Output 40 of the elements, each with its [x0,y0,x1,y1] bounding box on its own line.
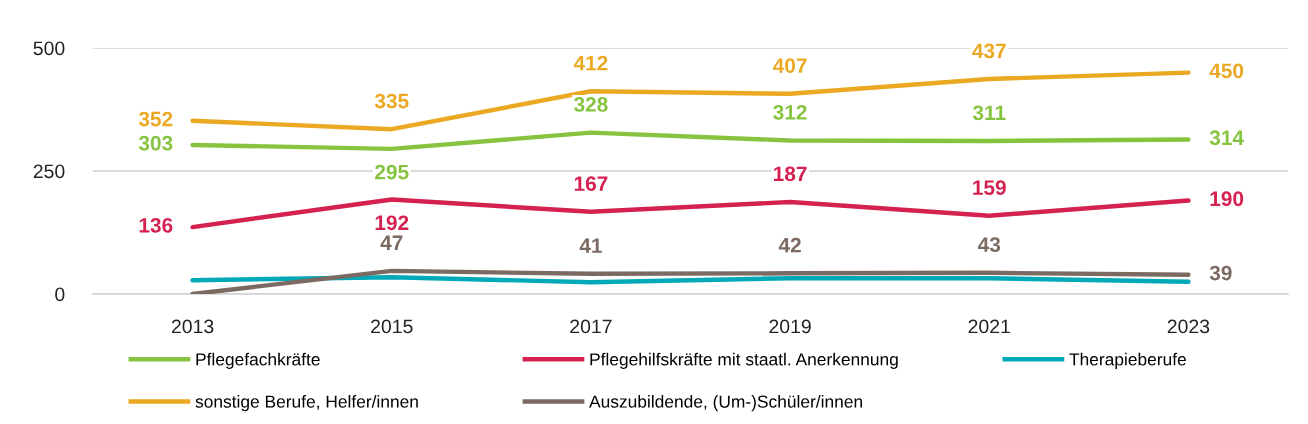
data-label: 187 [774,166,807,182]
legend-label: sonstige Berufe, Helfer/innen [195,394,418,412]
data-label: 335 [374,93,409,109]
data-label: 303 [138,135,173,151]
legend-label: Therapieberufe [1069,352,1186,369]
x-tick-label: 2015 [371,319,413,334]
line-series [190,197,1191,230]
line-series [190,130,1191,152]
data-label: 312 [773,104,807,120]
legend-label: Pflegehilfskräfte mit staatl. Anerkennung [590,352,898,369]
data-label: 42 [778,237,801,253]
y-tick-label: 500 [33,41,65,56]
data-label: 167 [574,176,608,192]
y-tick-label: 0 [55,287,65,302]
x-tick-label: 2023 [1167,319,1210,334]
data-label: 39 [1209,265,1232,281]
data-label: 295 [375,164,409,180]
data-label: 314 [1209,130,1244,146]
data-label: 159 [973,180,1006,195]
data-label: 437 [972,43,1006,59]
data-label: 47 [380,235,403,250]
data-label: 352 [138,111,173,127]
data-label: 328 [574,97,608,112]
legend-label: Auszubildende, (Um-)Schüler/innen [589,394,862,412]
x-tick-label: 2019 [769,319,811,334]
data-label: 41 [579,238,602,253]
data-label: 450 [1209,63,1244,79]
data-label: 190 [1210,191,1244,207]
legend-label: Pflegefachkräfte [196,352,320,369]
data-label: 43 [977,237,1001,253]
data-label: 407 [773,58,807,73]
line-series [190,268,1191,294]
x-tick-label: 2013 [171,319,214,334]
data-label: 311 [972,105,1006,121]
y-tick-label: 250 [33,164,65,179]
x-tick-label: 2021 [968,319,1010,334]
data-label: 412 [573,55,608,71]
data-label: 136 [139,217,173,233]
x-tick-label: 2017 [570,319,612,334]
data-label: 192 [375,215,409,231]
